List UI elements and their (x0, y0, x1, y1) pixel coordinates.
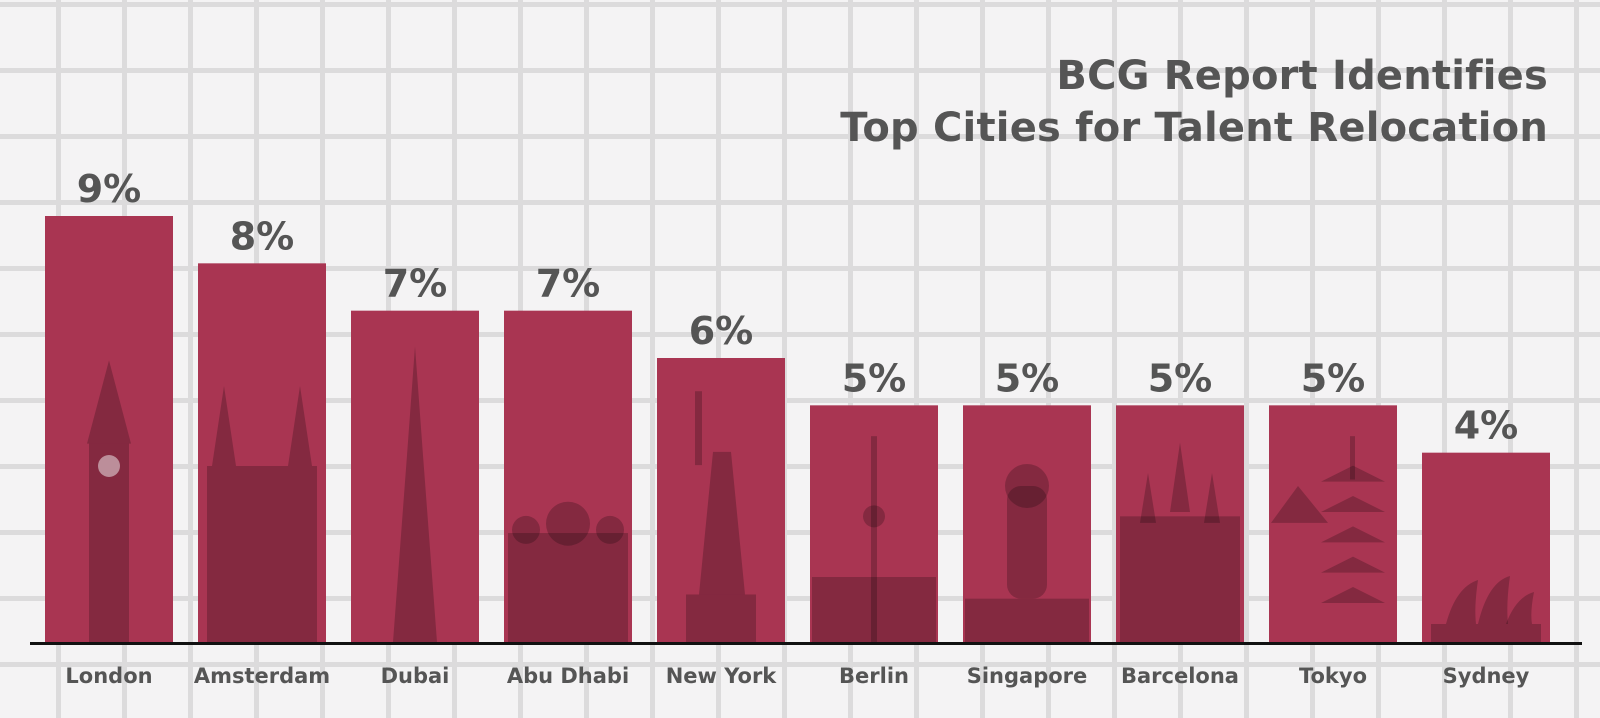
bar-dubai (351, 310, 479, 642)
opera-house-icon (1431, 576, 1541, 642)
bar-barcelona (1116, 405, 1244, 642)
category-label: Amsterdam (194, 664, 330, 688)
value-label: 5% (1301, 356, 1366, 400)
pagoda-icon (1271, 436, 1385, 603)
value-label: 7% (536, 262, 601, 306)
value-label: 5% (995, 356, 1060, 400)
category-label: Singapore (967, 664, 1088, 688)
tv-tower-icon (812, 436, 936, 642)
category-label: Abu Dhabi (507, 664, 629, 688)
bar-tokyo (1269, 405, 1397, 642)
chart-title-line-2: Top Cities for Talent Relocation (840, 105, 1548, 151)
category-label: Dubai (381, 664, 450, 688)
category-label: Tokyo (1299, 664, 1367, 688)
bar-london (45, 216, 173, 642)
chart-title: BCG Report Identifies Top Cities for Tal… (840, 50, 1548, 154)
bar-sydney (1422, 452, 1550, 642)
chart-title-line-1: BCG Report Identifies (1056, 53, 1548, 99)
bar-singapore (963, 405, 1091, 642)
value-label: 5% (1148, 356, 1213, 400)
category-label: New York (666, 664, 778, 688)
bar-amsterdam (198, 263, 326, 642)
merlion-icon (965, 464, 1089, 642)
value-label: 5% (842, 356, 907, 400)
category-label: Berlin (839, 664, 909, 688)
sagrada-familia-icon (1120, 442, 1240, 642)
grand-mosque-icon (508, 501, 628, 642)
bar-berlin (810, 405, 938, 642)
statue-of-liberty-icon (686, 391, 756, 642)
category-label: Sydney (1443, 664, 1530, 688)
value-label: 7% (383, 262, 448, 306)
category-label: London (65, 664, 152, 688)
bar-abu-dhabi (504, 310, 632, 642)
value-label: 6% (689, 309, 754, 353)
burj-khalifa-icon (393, 346, 437, 642)
category-label: Barcelona (1121, 664, 1239, 688)
big-ben-icon (87, 360, 131, 642)
value-label: 9% (77, 167, 142, 211)
bar-new-york (657, 358, 785, 642)
rijksmuseum-icon (207, 386, 317, 642)
value-label: 8% (230, 214, 295, 258)
value-label: 4% (1454, 404, 1519, 448)
